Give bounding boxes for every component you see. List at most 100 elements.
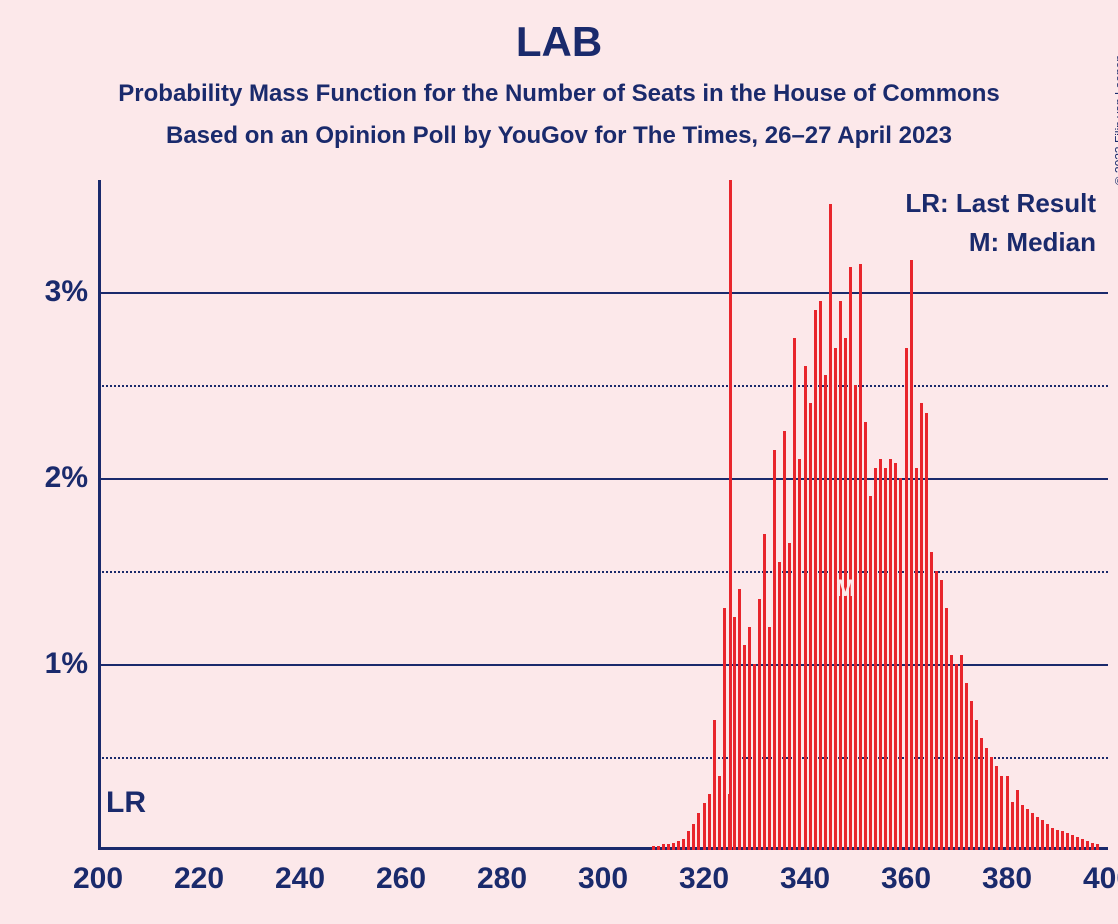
bar <box>819 301 822 850</box>
y-axis-line <box>98 180 101 850</box>
bar <box>713 720 716 850</box>
chart-title: LAB <box>0 0 1118 66</box>
bar <box>814 310 817 850</box>
bar <box>743 645 746 850</box>
x-tick-label: 240 <box>275 862 325 896</box>
legend: LR: Last ResultM: Median <box>905 188 1096 266</box>
bar <box>692 824 695 850</box>
bar <box>1061 831 1064 850</box>
bar <box>1086 841 1089 850</box>
bar <box>657 846 660 850</box>
last-result-line <box>729 180 732 850</box>
bar <box>804 366 807 850</box>
x-tick-label: 380 <box>982 862 1032 896</box>
bar <box>652 846 655 850</box>
x-tick-label: 220 <box>174 862 224 896</box>
bar <box>879 459 882 850</box>
bar <box>778 562 781 850</box>
bar <box>1091 843 1094 850</box>
bar <box>1066 833 1069 850</box>
bar <box>1051 828 1054 850</box>
bar <box>829 204 832 850</box>
bar <box>1096 844 1099 850</box>
bar <box>925 413 928 850</box>
bar <box>990 757 993 850</box>
bar <box>874 468 877 850</box>
bar <box>682 839 685 850</box>
bar <box>758 599 761 850</box>
legend-line: LR: Last Result <box>905 188 1096 219</box>
bar <box>965 683 968 851</box>
bar <box>869 496 872 850</box>
bar <box>849 267 852 850</box>
bar <box>788 543 791 850</box>
bar <box>955 664 958 850</box>
bar <box>940 580 943 850</box>
chart-container: © 2023 Filip van Laenen LAB Probability … <box>0 0 1118 924</box>
y-tick-label: 1% <box>45 647 88 681</box>
bar <box>889 459 892 850</box>
bar <box>920 403 923 850</box>
x-tick-label: 340 <box>780 862 830 896</box>
bar <box>708 794 711 850</box>
x-tick-label: 300 <box>578 862 628 896</box>
bar <box>1071 835 1074 850</box>
bar <box>1056 830 1059 850</box>
bar <box>1046 824 1049 850</box>
bar <box>783 431 786 850</box>
bar <box>687 831 690 850</box>
bar <box>910 260 913 850</box>
bar <box>1006 776 1009 850</box>
grid-minor <box>98 571 1108 573</box>
chart-subtitle-2: Based on an Opinion Poll by YouGov for T… <box>0 122 1118 150</box>
bar <box>703 803 706 850</box>
chart-subtitle-1: Probability Mass Function for the Number… <box>0 80 1118 108</box>
bar <box>824 375 827 850</box>
bar <box>793 338 796 850</box>
bar <box>960 655 963 850</box>
bar <box>733 617 736 850</box>
bar <box>1031 813 1034 850</box>
bar <box>718 776 721 850</box>
bar <box>672 843 675 850</box>
bar <box>723 608 726 850</box>
bar <box>945 608 948 850</box>
bar <box>662 844 665 850</box>
bar <box>854 385 857 850</box>
bar <box>1000 776 1003 850</box>
bar <box>905 348 908 851</box>
plot-area: 1%2%3%200220240260280300320340360380400L… <box>98 180 1108 850</box>
median-label: M <box>835 575 855 603</box>
last-result-label: LR <box>106 786 146 820</box>
bar <box>1021 805 1024 850</box>
bar <box>1076 837 1079 850</box>
bar <box>1011 802 1014 850</box>
x-tick-label: 200 <box>73 862 123 896</box>
bar <box>1026 809 1029 850</box>
grid-major <box>98 292 1108 294</box>
bar <box>859 264 862 850</box>
bar <box>697 813 700 850</box>
bar <box>753 664 756 850</box>
x-tick-label: 400 <box>1083 862 1118 896</box>
bar <box>748 627 751 850</box>
bar <box>1081 839 1084 850</box>
bar <box>1036 817 1039 851</box>
x-tick-label: 280 <box>477 862 527 896</box>
bar <box>1016 790 1019 850</box>
bar <box>894 463 897 850</box>
bar <box>970 701 973 850</box>
bar <box>667 844 670 850</box>
bar <box>995 766 998 850</box>
bar <box>864 422 867 850</box>
y-tick-label: 2% <box>45 461 88 495</box>
bar <box>985 748 988 850</box>
grid-major <box>98 478 1108 480</box>
y-tick-label: 3% <box>45 275 88 309</box>
bar <box>935 571 938 850</box>
bar <box>768 627 771 850</box>
bar <box>915 468 918 850</box>
bar <box>677 841 680 850</box>
bar <box>950 655 953 850</box>
bar <box>809 403 812 850</box>
